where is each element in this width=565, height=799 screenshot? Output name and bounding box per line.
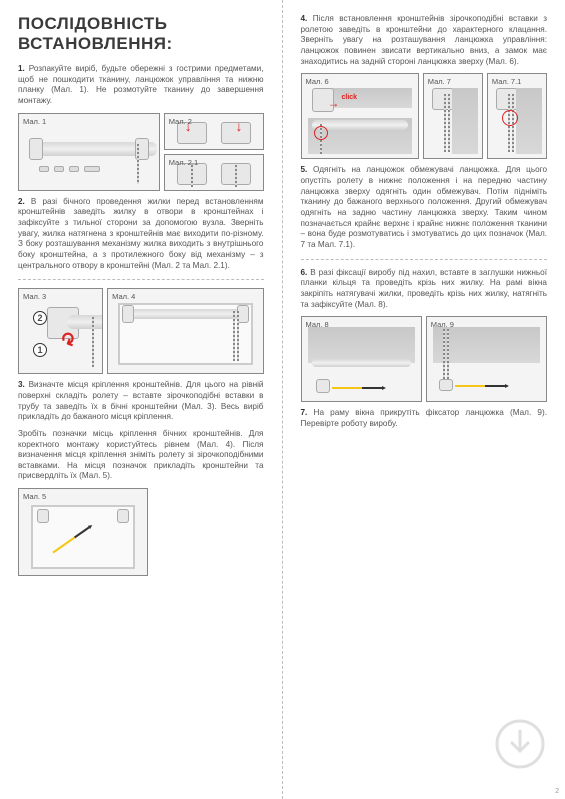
step-4-num: 4.	[301, 14, 308, 23]
figure-3-label: Мал. 3	[23, 292, 46, 301]
figure-2-label: Мал. 2	[169, 117, 192, 126]
figure-7-label: Мал. 7	[428, 77, 451, 86]
step-5-num: 5.	[301, 165, 308, 174]
callout-2: 2	[33, 311, 47, 325]
step-1-num: 1.	[18, 64, 25, 73]
figure-4-label: Мал. 4	[112, 292, 135, 301]
arrow-icon: →	[328, 96, 340, 110]
step-2-text: 2. В разі бічного проведення жилки перед…	[18, 197, 264, 272]
figure-5-label: Мал. 5	[23, 492, 46, 501]
figure-3: Мал. 3 2 1 ↻	[18, 288, 103, 374]
figure-9: Мал. 9	[426, 316, 547, 402]
figure-6: Мал. 6 → click	[301, 73, 419, 159]
figure-4: Мал. 4	[107, 288, 263, 374]
step-1-text: 1. Розпакуйте виріб, будьте обережні з г…	[18, 64, 264, 107]
step-7-num: 7.	[301, 408, 308, 417]
step-3-num: 3.	[18, 380, 25, 389]
figure-1-label: Мал. 1	[23, 117, 46, 126]
fig-row-2: Мал. 3 2 1 ↻ Мал. 4	[18, 288, 264, 374]
step-3-body: Визначте місця кріплення кронштейнів. Дл…	[18, 380, 264, 421]
step-3-text: 3. Визначте місця кріплення кронштейнів.…	[18, 380, 264, 423]
right-column: 4. Після встановлення кронштейнів зірочк…	[283, 0, 565, 799]
step-6-num: 6.	[301, 268, 308, 277]
step-7-body: На раму вікна прикрутіть фіксатор ланцюж…	[301, 408, 547, 428]
page: ПОСЛІДОВНІСТЬ ВСТАНОВЛЕННЯ: 1. Розпакуйт…	[0, 0, 565, 799]
divider	[18, 279, 264, 280]
fig-row-4: Мал. 6 → click Мал. 7	[301, 73, 548, 159]
step-4-text: 4. Після встановлення кронштейнів зірочк…	[301, 14, 548, 67]
left-column: ПОСЛІДОВНІСТЬ ВСТАНОВЛЕННЯ: 1. Розпакуйт…	[0, 0, 283, 799]
page-number: 2	[555, 788, 559, 795]
step-5-body: Одягніть на ланцюжок обмежувачі ланцюжка…	[301, 165, 548, 249]
step-2-num: 2.	[18, 197, 25, 206]
figure-8-label: Мал. 8	[306, 320, 329, 329]
figure-1: Мал. 1	[18, 113, 160, 191]
figure-9-label: Мал. 9	[431, 320, 454, 329]
figure-6-label: Мал. 6	[306, 77, 329, 86]
step-6-text: 6. В разі фіксації виробу під нахил, вст…	[301, 268, 548, 311]
step-6-body: В разі фіксації виробу під нахил, вставт…	[301, 268, 548, 309]
page-title: ПОСЛІДОВНІСТЬ ВСТАНОВЛЕННЯ:	[18, 14, 264, 54]
step-7-text: 7. На раму вікна прикрутіть фіксатор лан…	[301, 408, 548, 429]
fig-row-1: Мал. 1 Мал. 2	[18, 113, 264, 191]
step-4-body: Після встановлення кронштейнів зірочкопо…	[301, 14, 548, 66]
figure-5: Мал. 5	[18, 488, 148, 576]
figure-2-1-label: Мал. 2.1	[169, 158, 198, 167]
callout-1: 1	[33, 343, 47, 357]
figure-2: Мал. 2 ↓ ↓	[164, 113, 264, 150]
watermark-icon	[495, 719, 545, 769]
figure-7-1-label: Мал. 7.1	[492, 77, 521, 86]
click-label: click	[342, 94, 358, 101]
fig-row-3: Мал. 5	[18, 488, 264, 576]
figure-2-1: Мал. 2.1	[164, 154, 264, 191]
step-3b-text: Зробіть позначки місць кріплення бічних …	[18, 429, 264, 482]
step-1-body: Розпакуйте виріб, будьте обережні з гост…	[18, 64, 264, 105]
figure-7-1: Мал. 7.1	[487, 73, 547, 159]
fig-row-5: Мал. 8 Мал. 9	[301, 316, 548, 402]
arrow-icon: ↓	[236, 118, 243, 134]
step-5-text: 5. Одягніть на ланцюжок обмежувачі ланцю…	[301, 165, 548, 250]
step-2-body: В разі бічного проведення жилки перед вс…	[18, 197, 264, 270]
figure-7: Мал. 7	[423, 73, 483, 159]
divider	[301, 259, 548, 260]
figure-8: Мал. 8	[301, 316, 422, 402]
